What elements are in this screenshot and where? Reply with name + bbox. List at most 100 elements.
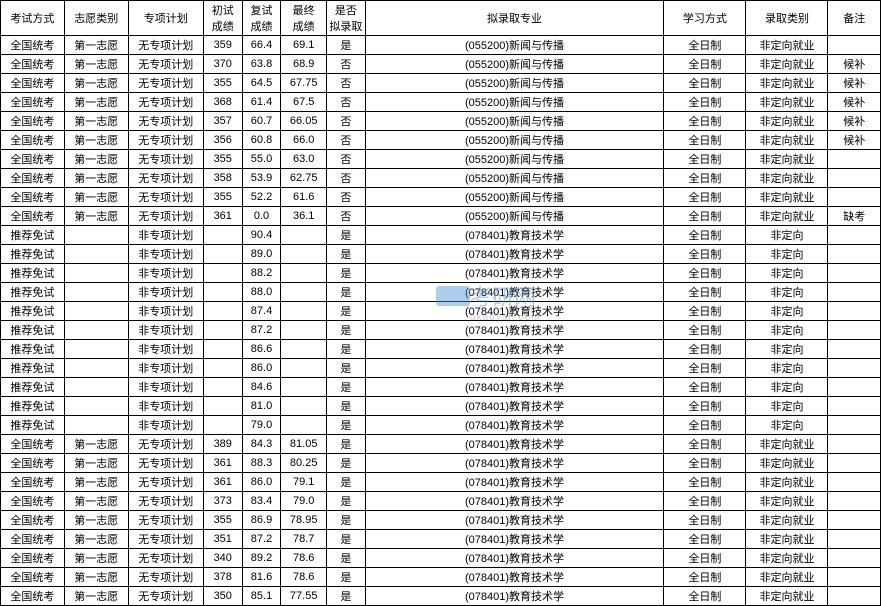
cell-pref_type [64, 359, 128, 378]
cell-remark [828, 359, 881, 378]
cell-s1 [203, 378, 242, 397]
cell-category: 非定向就业 [746, 454, 828, 473]
cell-category: 非定向就业 [746, 36, 828, 55]
cell-admit: 否 [326, 150, 365, 169]
cell-major: (078401)教育技术学 [365, 530, 664, 549]
cell-category: 非定向 [746, 416, 828, 435]
cell-pref_type: 第一志愿 [64, 207, 128, 226]
cell-category: 非定向 [746, 264, 828, 283]
cell-plan: 无专项计划 [128, 207, 203, 226]
cell-category: 非定向就业 [746, 492, 828, 511]
table-row: 全国统考第一志愿无专项计划35760.766.05否(055200)新闻与传播全… [1, 112, 881, 131]
cell-s1: 358 [203, 169, 242, 188]
cell-s3: 80.25 [281, 454, 327, 473]
cell-remark [828, 188, 881, 207]
cell-remark [828, 340, 881, 359]
cell-pref_type: 第一志愿 [64, 511, 128, 530]
cell-s2: 90.4 [242, 226, 281, 245]
cell-plan: 无专项计划 [128, 93, 203, 112]
cell-major: (055200)新闻与传播 [365, 112, 664, 131]
cell-s1 [203, 302, 242, 321]
cell-s3: 36.1 [281, 207, 327, 226]
cell-mode: 全日制 [664, 435, 746, 454]
cell-exam_type: 全国统考 [1, 473, 65, 492]
cell-mode: 全日制 [664, 549, 746, 568]
table-row: 推荐免试非专项计划88.2是(078401)教育技术学全日制非定向 [1, 264, 881, 283]
cell-category: 非定向就业 [746, 169, 828, 188]
cell-s1 [203, 264, 242, 283]
cell-admit: 否 [326, 207, 365, 226]
cell-plan: 无专项计划 [128, 549, 203, 568]
cell-s1 [203, 321, 242, 340]
cell-mode: 全日制 [664, 302, 746, 321]
cell-pref_type: 第一志愿 [64, 112, 128, 131]
cell-major: (055200)新闻与传播 [365, 207, 664, 226]
cell-mode: 全日制 [664, 169, 746, 188]
cell-s2: 0.0 [242, 207, 281, 226]
cell-s2: 88.0 [242, 283, 281, 302]
cell-pref_type [64, 378, 128, 397]
cell-pref_type: 第一志愿 [64, 587, 128, 606]
cell-major: (078401)教育技术学 [365, 283, 664, 302]
cell-mode: 全日制 [664, 131, 746, 150]
cell-mode: 全日制 [664, 245, 746, 264]
cell-exam_type: 推荐免试 [1, 245, 65, 264]
cell-plan: 无专项计划 [128, 492, 203, 511]
cell-s2: 81.0 [242, 397, 281, 416]
cell-pref_type: 第一志愿 [64, 55, 128, 74]
cell-s2: 52.2 [242, 188, 281, 207]
cell-mode: 全日制 [664, 340, 746, 359]
cell-category: 非定向就业 [746, 74, 828, 93]
cell-mode: 全日制 [664, 74, 746, 93]
cell-pref_type: 第一志愿 [64, 435, 128, 454]
cell-major: (078401)教育技术学 [365, 340, 664, 359]
cell-exam_type: 全国统考 [1, 131, 65, 150]
cell-admit: 否 [326, 169, 365, 188]
table-row: 全国统考第一志愿无专项计划36188.380.25是(078401)教育技术学全… [1, 454, 881, 473]
table-row: 推荐免试非专项计划81.0是(078401)教育技术学全日制非定向 [1, 397, 881, 416]
cell-pref_type: 第一志愿 [64, 36, 128, 55]
cell-pref_type: 第一志愿 [64, 530, 128, 549]
cell-s1 [203, 397, 242, 416]
watermark-badge [436, 286, 470, 306]
cell-admit: 是 [326, 378, 365, 397]
table-row: 推荐免试非专项计划84.6是(078401)教育技术学全日制非定向 [1, 378, 881, 397]
cell-major: (078401)教育技术学 [365, 435, 664, 454]
table-row: 全国统考第一志愿无专项计划34089.278.6是(078401)教育技术学全日… [1, 549, 881, 568]
table-row: 全国统考第一志愿无专项计划36186.079.1是(078401)教育技术学全日… [1, 473, 881, 492]
cell-pref_type [64, 321, 128, 340]
cell-plan: 无专项计划 [128, 36, 203, 55]
cell-pref_type: 第一志愿 [64, 454, 128, 473]
cell-remark: 候补 [828, 93, 881, 112]
table-body: 全国统考第一志愿无专项计划35966.469.1是(055200)新闻与传播全日… [1, 36, 881, 606]
cell-category: 非定向就业 [746, 131, 828, 150]
cell-s3: 62.75 [281, 169, 327, 188]
cell-s1: 350 [203, 587, 242, 606]
cell-exam_type: 全国统考 [1, 435, 65, 454]
cell-s2: 86.0 [242, 473, 281, 492]
cell-remark [828, 530, 881, 549]
cell-remark [828, 378, 881, 397]
cell-major: (078401)教育技术学 [365, 245, 664, 264]
cell-s1: 361 [203, 454, 242, 473]
cell-exam_type: 全国统考 [1, 568, 65, 587]
cell-remark: 候补 [828, 74, 881, 93]
cell-s1 [203, 245, 242, 264]
cell-plan: 非专项计划 [128, 416, 203, 435]
cell-s3 [281, 302, 327, 321]
cell-remark [828, 416, 881, 435]
cell-plan: 无专项计划 [128, 473, 203, 492]
cell-remark [828, 511, 881, 530]
cell-major: (078401)教育技术学 [365, 416, 664, 435]
cell-mode: 全日制 [664, 454, 746, 473]
cell-pref_type [64, 264, 128, 283]
cell-category: 非定向就业 [746, 549, 828, 568]
cell-admit: 否 [326, 112, 365, 131]
cell-pref_type: 第一志愿 [64, 131, 128, 150]
cell-major: (078401)教育技术学 [365, 492, 664, 511]
cell-mode: 全日制 [664, 416, 746, 435]
cell-s3: 79.0 [281, 492, 327, 511]
cell-mode: 全日制 [664, 587, 746, 606]
cell-s3 [281, 283, 327, 302]
cell-mode: 全日制 [664, 226, 746, 245]
